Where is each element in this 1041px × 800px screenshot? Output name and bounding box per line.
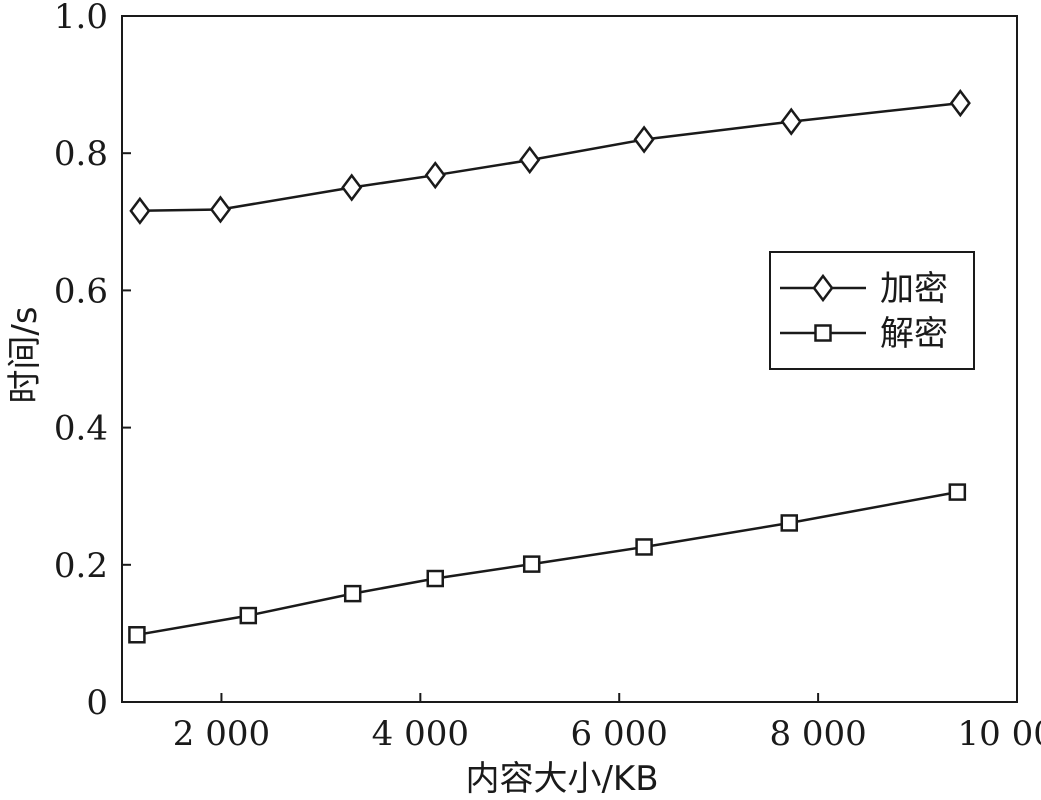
x-axis-title: 内容大小/KB: [465, 759, 658, 799]
x-tick-label: 8 000: [769, 714, 866, 754]
y-tick-label: 0: [86, 683, 108, 723]
data-point-square: [426, 569, 444, 588]
y-axis-title: 时间/s: [5, 306, 45, 403]
data-point-diamond: [949, 89, 971, 118]
series-line: [136, 490, 958, 637]
data-point-diamond: [633, 125, 655, 154]
data-point-square: [635, 538, 653, 556]
y-tick-label: 0.4: [54, 409, 108, 449]
data-point-diamond: [519, 145, 541, 175]
x-tick-label: 4 000: [372, 714, 469, 754]
y-tick-label: 0.8: [54, 134, 108, 174]
y-axis-ticks: 0 0.2 0.4 0.6 0.8 1.0: [54, 0, 131, 723]
data-point-square: [948, 483, 967, 501]
legend-marker-square: [814, 324, 832, 342]
data-point-diamond: [209, 195, 232, 224]
legend-label: 加密: [880, 269, 948, 309]
x-tick-label: 6 000: [571, 714, 668, 754]
data-point-diamond: [424, 161, 446, 190]
plot-area-frame: [121, 15, 1018, 703]
series-layer: [128, 89, 971, 644]
y-tick-label: 0.2: [54, 546, 108, 586]
x-tick-label: 2 000: [173, 714, 270, 754]
legend-marker-diamond: [812, 273, 834, 303]
x-tick-label: 10 000: [958, 714, 1041, 754]
data-point-square: [780, 514, 799, 532]
data-point-square: [239, 606, 258, 625]
legend-box: [769, 251, 975, 370]
series-line: [139, 101, 961, 213]
data-point-square: [522, 555, 541, 573]
legend-label: 解密: [880, 314, 948, 354]
data-point-square: [128, 626, 146, 644]
y-tick-label: 0.6: [54, 271, 108, 311]
data-point-diamond: [780, 107, 802, 136]
data-point-square: [343, 584, 362, 603]
x-axis-ticks: 2 000 4 000 6 000 8 000 10 000: [173, 693, 1041, 754]
y-tick-label: 1.0: [54, 0, 108, 37]
data-point-diamond: [341, 173, 363, 202]
data-point-diamond: [129, 196, 151, 225]
